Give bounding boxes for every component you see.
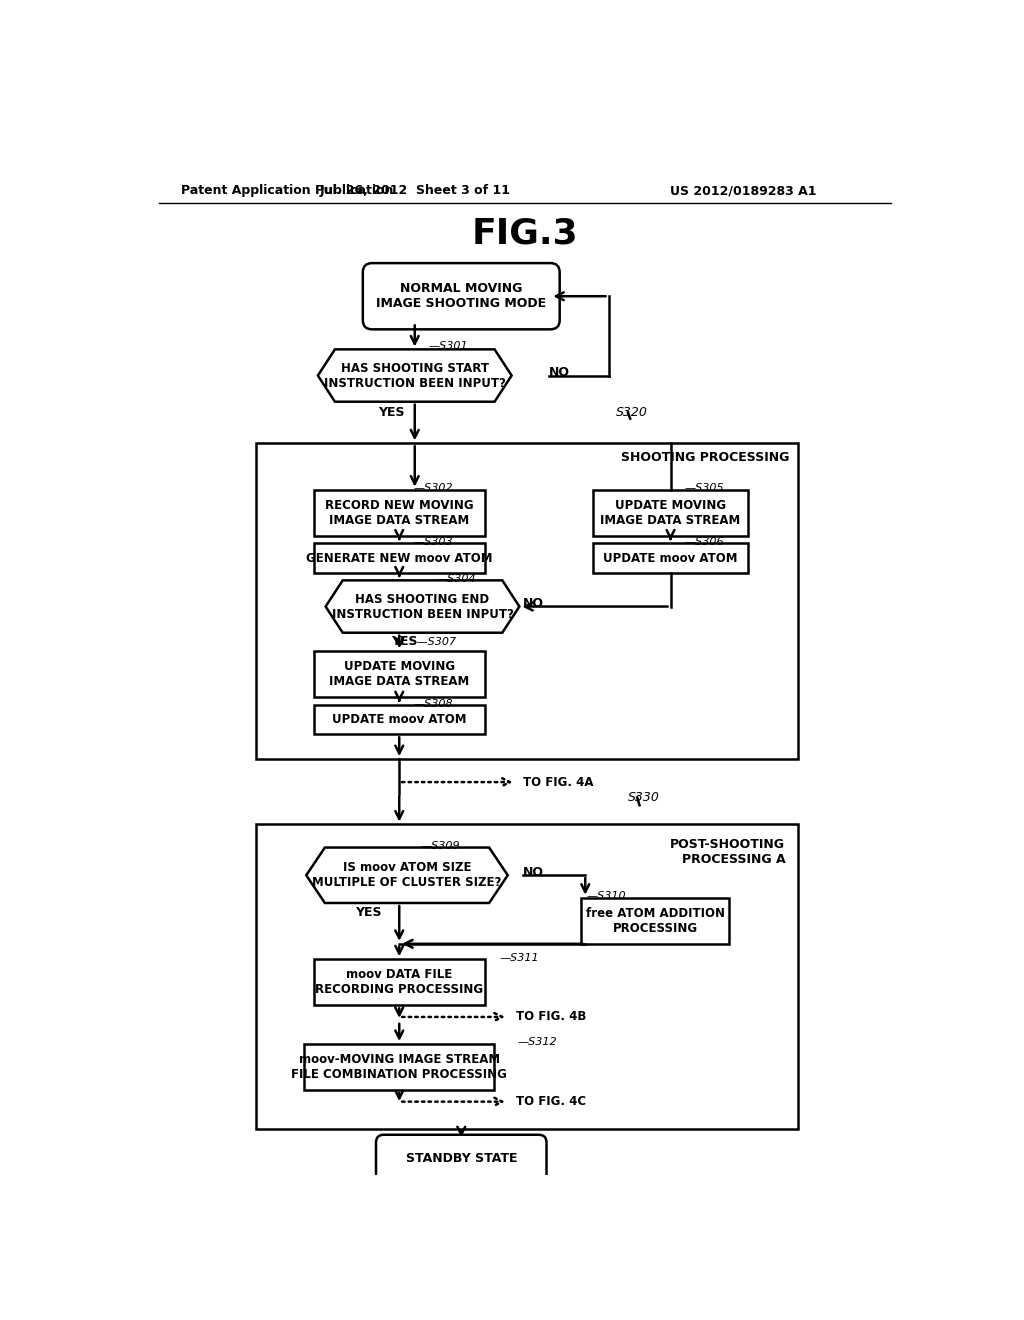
- Text: POST-SHOOTING
PROCESSING A: POST-SHOOTING PROCESSING A: [670, 838, 785, 866]
- Text: UPDATE MOVING
IMAGE DATA STREAM: UPDATE MOVING IMAGE DATA STREAM: [329, 660, 469, 688]
- Text: S330: S330: [628, 791, 659, 804]
- Text: NO: NO: [549, 366, 569, 379]
- Text: STANDBY STATE: STANDBY STATE: [406, 1152, 517, 1166]
- Text: moov DATA FILE
RECORDING PROCESSING: moov DATA FILE RECORDING PROCESSING: [315, 969, 483, 997]
- Bar: [256, 444, 799, 759]
- Bar: [314, 544, 484, 573]
- Polygon shape: [326, 581, 519, 632]
- Bar: [314, 651, 484, 697]
- Text: —S302: —S302: [414, 483, 453, 492]
- Text: —S304: —S304: [436, 574, 476, 583]
- Text: —S311: —S311: [500, 953, 540, 962]
- Bar: [593, 490, 748, 536]
- Text: —S305: —S305: [684, 483, 724, 492]
- Text: NO: NO: [523, 866, 544, 879]
- Text: YES: YES: [355, 907, 382, 920]
- Bar: [304, 1044, 495, 1090]
- Text: moov-MOVING IMAGE STREAM
FILE COMBINATION PROCESSING: moov-MOVING IMAGE STREAM FILE COMBINATIO…: [291, 1053, 507, 1081]
- Text: NORMAL MOVING
IMAGE SHOOTING MODE: NORMAL MOVING IMAGE SHOOTING MODE: [376, 282, 547, 310]
- Text: FIG.3: FIG.3: [471, 216, 579, 251]
- Text: GENERATE NEW moov ATOM: GENERATE NEW moov ATOM: [306, 552, 493, 565]
- Bar: [256, 825, 799, 1129]
- FancyBboxPatch shape: [376, 1135, 547, 1183]
- Text: IS moov ATOM SIZE
MULTIPLE OF CLUSTER SIZE?: IS moov ATOM SIZE MULTIPLE OF CLUSTER SI…: [312, 861, 502, 890]
- Bar: [314, 960, 484, 1006]
- Text: —S310: —S310: [587, 891, 627, 902]
- Polygon shape: [317, 350, 512, 401]
- Text: SHOOTING PROCESSING: SHOOTING PROCESSING: [621, 450, 790, 463]
- Text: free ATOM ADDITION
PROCESSING: free ATOM ADDITION PROCESSING: [586, 907, 725, 935]
- Bar: [314, 705, 484, 734]
- Bar: [314, 490, 484, 536]
- Polygon shape: [306, 847, 508, 903]
- Text: —S303: —S303: [414, 537, 453, 546]
- Text: RECORD NEW MOVING
IMAGE DATA STREAM: RECORD NEW MOVING IMAGE DATA STREAM: [325, 499, 473, 527]
- Text: TO FIG. 4B: TO FIG. 4B: [515, 1010, 586, 1023]
- Text: YES: YES: [378, 407, 404, 418]
- Bar: [593, 544, 748, 573]
- FancyBboxPatch shape: [362, 263, 560, 330]
- Text: NO: NO: [523, 597, 544, 610]
- Text: TO FIG. 4C: TO FIG. 4C: [515, 1096, 586, 1109]
- Bar: [582, 898, 729, 944]
- Text: —S306: —S306: [684, 537, 724, 546]
- Text: HAS SHOOTING START
INSTRUCTION BEEN INPUT?: HAS SHOOTING START INSTRUCTION BEEN INPU…: [324, 362, 506, 389]
- Text: UPDATE MOVING
IMAGE DATA STREAM: UPDATE MOVING IMAGE DATA STREAM: [600, 499, 740, 527]
- Text: UPDATE moov ATOM: UPDATE moov ATOM: [603, 552, 737, 565]
- Text: —S301: —S301: [429, 342, 468, 351]
- Text: UPDATE moov ATOM: UPDATE moov ATOM: [332, 713, 467, 726]
- Text: YES: YES: [391, 635, 418, 648]
- Text: S320: S320: [616, 407, 648, 418]
- Text: —S309: —S309: [421, 841, 461, 851]
- Text: Patent Application Publication: Patent Application Publication: [180, 185, 393, 197]
- Text: Jul. 26, 2012  Sheet 3 of 11: Jul. 26, 2012 Sheet 3 of 11: [319, 185, 510, 197]
- Text: —S307: —S307: [414, 638, 457, 647]
- Text: US 2012/0189283 A1: US 2012/0189283 A1: [671, 185, 817, 197]
- Text: TO FIG. 4A: TO FIG. 4A: [523, 776, 594, 788]
- Text: —S308: —S308: [414, 698, 453, 709]
- Text: HAS SHOOTING END
INSTRUCTION BEEN INPUT?: HAS SHOOTING END INSTRUCTION BEEN INPUT?: [332, 593, 513, 620]
- Text: —S312: —S312: [517, 1038, 557, 1047]
